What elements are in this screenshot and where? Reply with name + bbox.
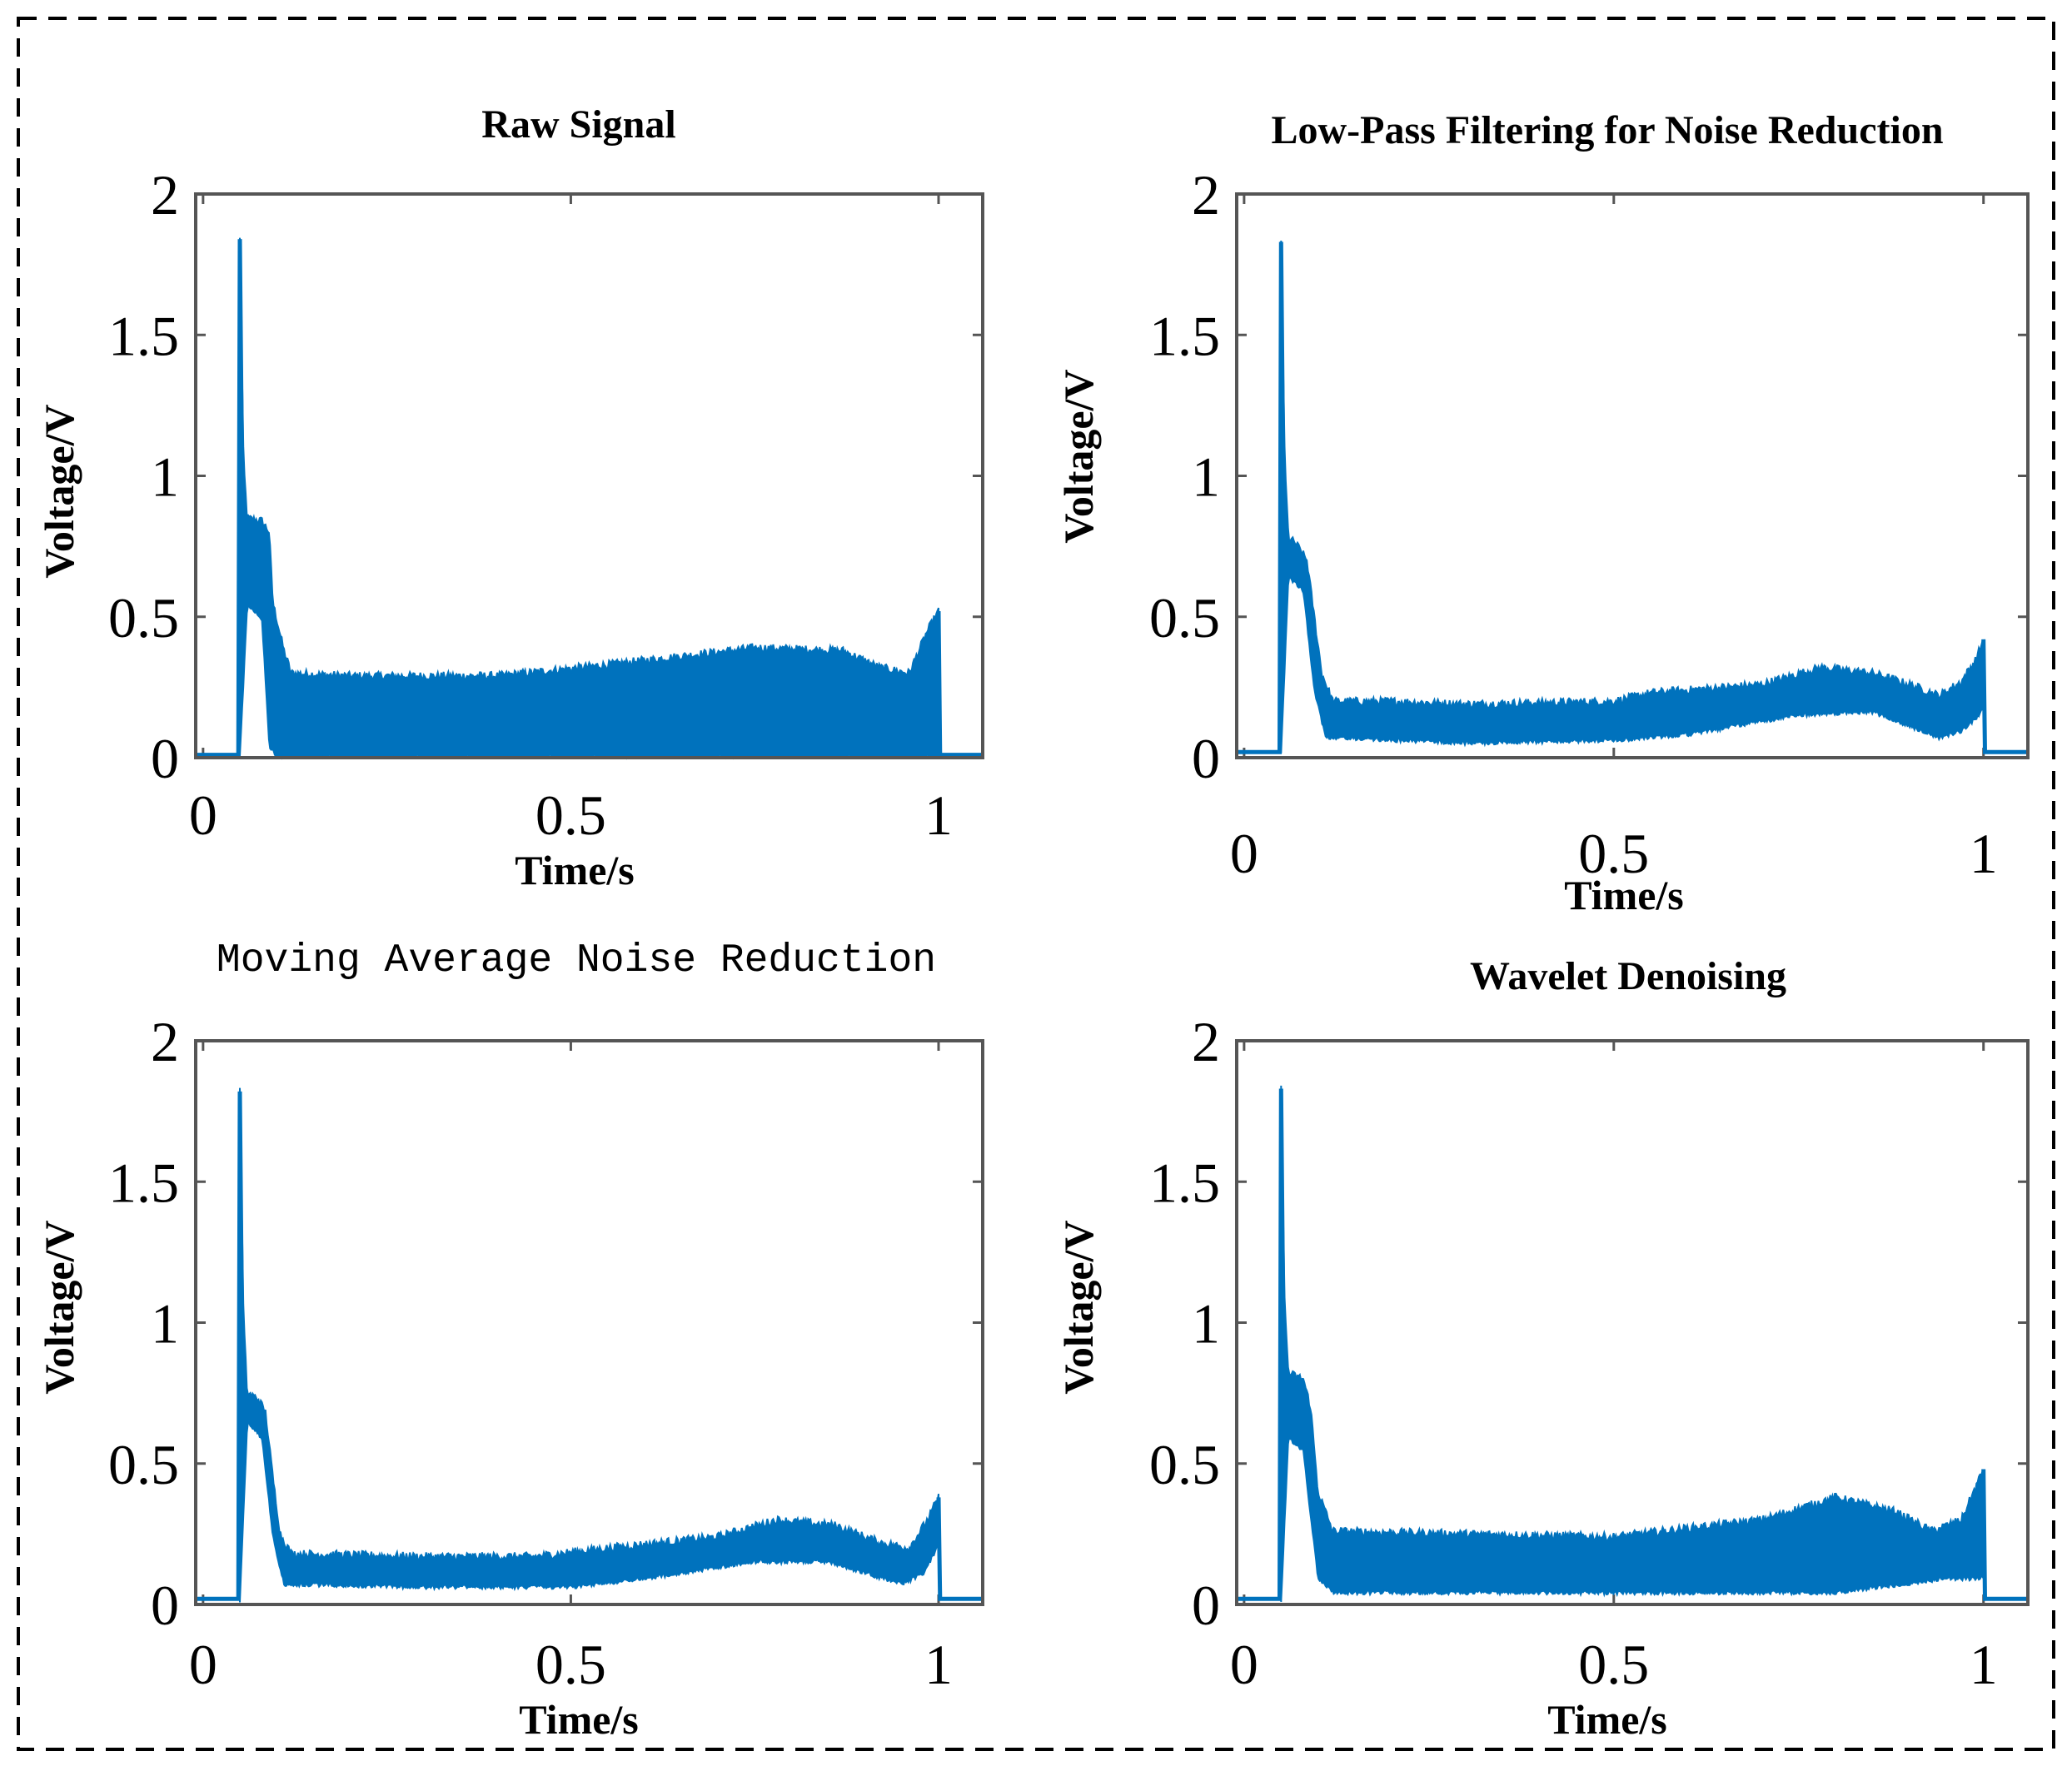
panel-title: Wavelet Denoising [1470,954,1786,998]
y-tick-label: 0 [1192,727,1220,790]
x-tick-label: 0 [1230,1633,1258,1696]
plot-frame [1235,1039,2030,1606]
y-tick-label: 2 [1192,163,1220,226]
x-axis-label: Time/s [515,847,635,893]
x-tick-label: 0.5 [535,1633,606,1696]
y-tick-label: 0.5 [108,1433,179,1496]
y-tick-label: 0.5 [108,586,179,649]
x-tick-label: 1 [1970,1633,1998,1696]
y-tick-label: 1 [1192,1292,1220,1356]
plot-frame [1235,192,2030,759]
tick-group: 0 0.5 1 0 0.5 1 1.5 2 [108,163,983,847]
x-axis-label: Time/s [1564,872,1684,918]
signal-line [196,1091,983,1601]
tick-group: 0 0.5 1 0 0.5 1 1.5 2 [1149,163,2028,885]
y-tick-label: 0.5 [1149,586,1220,649]
x-tick-label: 1 [1970,822,1998,885]
y-tick-label: 0.5 [1149,1433,1220,1496]
panel-title: Low-Pass Filtering for Noise Reduction [1271,108,1943,152]
x-tick-label: 1 [924,1633,953,1696]
panel-low-pass: Low-Pass Filtering for Noise Reduction 0… [1055,108,2030,918]
panel-wavelet: Wavelet Denoising 0 0.5 100.511.52 Time/s … [1055,954,2030,1743]
x-tick-label: 0.5 [1578,1633,1649,1696]
y-tick-label: 1 [1192,445,1220,509]
dashed-frame [17,17,2055,1751]
x-tick-label: 0 [189,784,217,847]
tick-group: 0 0.5 1 0 0.5 1 1.5 2 [1149,1010,2028,1696]
y-axis-label: Voltage/V [1055,1220,1102,1394]
panel-title: Moving Average Noise Reduction [217,938,936,983]
signal-line [196,239,983,758]
x-tick-label: 1 [924,784,953,847]
signal-line [1237,1088,2028,1601]
y-tick-label: 2 [151,163,179,226]
x-tick-label: 0.5 [535,784,606,847]
y-tick-label: 2 [1192,1010,1220,1073]
panel-raw-signal: Raw Signal 0 0.5 1 0 0.5 1 1.5 2 Time/s Voltage… [36,102,984,893]
signal-line [1237,241,2028,754]
y-axis-label: Voltage/V [36,404,82,578]
panel-title: Raw Signal [481,102,675,147]
x-axis-label: Time/s [1547,1696,1667,1743]
y-axis-label: Voltage/V [1055,369,1102,543]
y-tick-label: 2 [151,1010,179,1073]
y-tick-label: 0 [151,727,179,790]
plot-frame [194,192,984,759]
x-tick-label: 0.5 [1578,822,1649,885]
y-tick-label: 1.5 [108,1151,179,1214]
y-tick-label: 1.5 [108,304,179,367]
x-axis-label: Time/s [519,1696,639,1743]
x-tick-label: 0 [1230,822,1258,885]
y-tick-label: 1 [151,1292,179,1356]
x-tick-label: 0 [189,1633,217,1696]
plot-frame [194,1039,984,1606]
y-tick-label: 1.5 [1149,304,1220,367]
y-tick-label: 0 [151,1574,179,1637]
y-tick-label: 1.5 [1149,1151,1220,1214]
y-axis-label: Voltage/V [36,1220,82,1394]
panel-moving-average: Moving Average Noise Reduction 0 0.5 1 0 0.5… [36,938,984,1743]
y-tick-label: 1 [151,445,179,509]
y-tick-label: 0 [1192,1574,1220,1637]
